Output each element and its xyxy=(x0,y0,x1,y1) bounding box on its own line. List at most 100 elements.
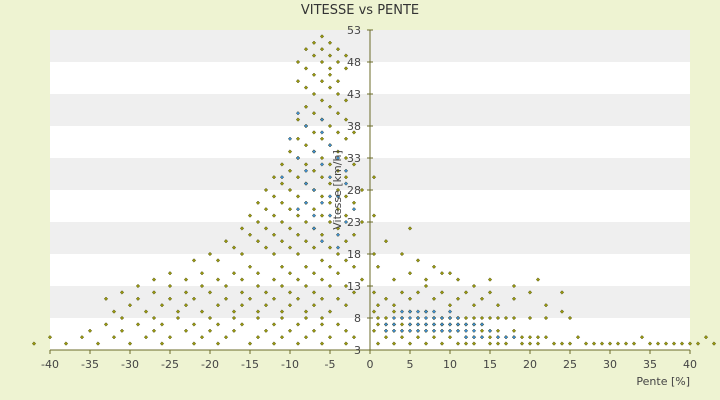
data-point xyxy=(439,322,445,327)
data-point xyxy=(535,335,541,340)
data-point xyxy=(199,271,205,276)
data-point xyxy=(295,111,301,116)
data-point xyxy=(447,328,453,333)
data-point xyxy=(351,207,357,212)
data-point xyxy=(487,290,493,295)
data-point xyxy=(479,328,485,333)
data-point xyxy=(671,341,677,346)
data-point xyxy=(343,328,349,333)
data-point xyxy=(103,322,109,327)
data-point xyxy=(335,194,341,199)
data-point xyxy=(335,79,341,84)
data-point xyxy=(295,232,301,237)
data-point xyxy=(351,335,357,340)
data-point xyxy=(263,303,269,308)
data-point xyxy=(279,239,285,244)
data-point xyxy=(327,219,333,225)
data-point xyxy=(319,79,325,84)
data-point xyxy=(319,315,325,321)
x-tick-label: 5 xyxy=(407,358,414,371)
data-point xyxy=(255,335,261,340)
data-point xyxy=(319,296,325,301)
data-point xyxy=(431,335,437,340)
data-point xyxy=(391,341,397,346)
data-point xyxy=(295,175,301,180)
data-point xyxy=(343,155,349,161)
data-point xyxy=(295,213,301,218)
data-point xyxy=(271,175,277,180)
data-point xyxy=(303,283,309,289)
data-point xyxy=(231,245,237,250)
data-point xyxy=(463,315,469,321)
data-point xyxy=(287,303,293,308)
data-point xyxy=(279,264,285,269)
data-point xyxy=(311,168,317,173)
data-point xyxy=(471,328,477,333)
data-point xyxy=(615,341,621,346)
data-point xyxy=(223,296,229,301)
data-point xyxy=(167,335,173,340)
x-tick-label: 40 xyxy=(683,358,697,371)
data-point xyxy=(383,296,389,301)
data-point xyxy=(447,335,453,340)
data-point xyxy=(279,315,285,321)
data-point xyxy=(303,315,309,321)
data-point xyxy=(279,219,285,225)
data-point xyxy=(327,53,333,58)
data-point xyxy=(335,245,341,250)
data-point xyxy=(711,341,717,346)
data-point xyxy=(543,315,549,321)
data-point xyxy=(647,341,653,346)
x-tick-label: -15 xyxy=(241,358,259,371)
data-point xyxy=(335,168,341,173)
data-point xyxy=(287,207,293,212)
data-point xyxy=(191,258,197,263)
data-point xyxy=(407,315,413,321)
data-point xyxy=(295,341,301,346)
data-point xyxy=(151,290,157,295)
data-point xyxy=(543,335,549,340)
data-point xyxy=(319,136,325,141)
data-point xyxy=(399,335,405,340)
data-point xyxy=(463,322,469,327)
data-point xyxy=(327,85,333,90)
data-point xyxy=(311,290,317,295)
data-point xyxy=(415,309,421,314)
data-point xyxy=(375,322,381,327)
y-tick-label: 43 xyxy=(347,88,361,101)
data-point xyxy=(391,277,397,282)
data-point xyxy=(375,264,381,269)
data-point xyxy=(471,341,477,346)
data-point xyxy=(431,264,437,269)
y-tick-label: 53 xyxy=(347,24,361,37)
data-point xyxy=(431,315,437,321)
data-point xyxy=(143,335,149,340)
y-tick-label: 18 xyxy=(347,248,361,261)
data-point xyxy=(399,309,405,314)
data-point xyxy=(239,251,245,257)
data-point xyxy=(311,72,317,77)
data-point xyxy=(343,213,349,218)
data-point xyxy=(351,200,357,205)
data-point xyxy=(247,232,253,237)
data-point xyxy=(343,53,349,58)
data-point xyxy=(567,341,573,346)
data-point xyxy=(383,328,389,333)
data-point xyxy=(287,187,293,193)
data-point xyxy=(111,335,117,340)
data-point xyxy=(703,335,709,340)
data-point xyxy=(391,328,397,333)
y-tick-label: 3 xyxy=(354,344,361,357)
data-point xyxy=(319,239,325,244)
data-point xyxy=(431,309,437,314)
data-point xyxy=(303,239,309,244)
data-point xyxy=(215,277,221,282)
data-point xyxy=(399,328,405,333)
x-tick-label: -10 xyxy=(281,358,299,371)
data-point xyxy=(439,290,445,295)
data-point xyxy=(207,290,213,295)
data-point xyxy=(335,155,341,161)
data-point xyxy=(359,187,365,193)
data-point xyxy=(431,296,437,301)
y-tick-label: 48 xyxy=(347,56,361,69)
